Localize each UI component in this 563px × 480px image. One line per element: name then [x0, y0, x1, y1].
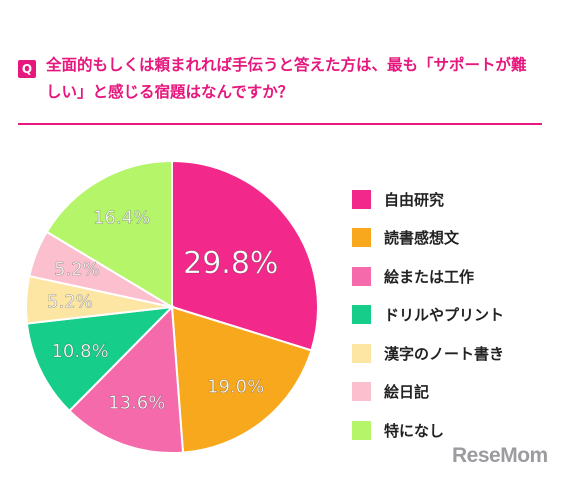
legend-label: 漢字のノート書き [384, 344, 505, 363]
slice-value-label-1: 29.8% [183, 246, 278, 281]
legend-label: 読書感想文 [384, 229, 460, 248]
question-badge: Q [18, 60, 36, 78]
legend-swatch [352, 189, 371, 209]
legend-item: 特になし [352, 411, 504, 450]
question-text: 全面的もしくは頼まれれば手伝うと答えた方は、最も「サポートが難しい」と感じる宿題… [46, 56, 527, 101]
pie-slice-2 [170, 305, 313, 454]
legend-item: 絵または工作 [352, 257, 504, 296]
legend-label: 絵日記 [384, 383, 430, 402]
slice-value-label-2: 19.0% [207, 376, 264, 397]
pie-slice-4 [25, 305, 175, 413]
legend-swatch [352, 305, 371, 325]
legend-swatch [352, 343, 371, 363]
slice-value-label-4: 10.8% [51, 341, 108, 362]
chart-legend: 自由研究読書感想文絵または工作ドリルやプリント 漢字のノート書き 絵日記特になし [352, 180, 504, 450]
legend-swatch [352, 420, 371, 440]
legend-swatch [352, 266, 371, 286]
pie-slice-3 [67, 304, 185, 454]
header-divider [18, 123, 542, 125]
legend-item: 絵日記 [352, 373, 504, 412]
pie-slice-1 [171, 159, 319, 352]
legend-item: 漢字のノート書き [352, 334, 504, 373]
legend-label: 絵または工作 [384, 267, 475, 286]
legend-label: 特になし [384, 421, 445, 440]
legend-label: ドリルやプリント [384, 306, 505, 325]
pie-slice-7 [45, 159, 173, 309]
legend-swatch [352, 228, 371, 248]
resemom-logo: ReseMom [452, 444, 548, 467]
slice-value-label-7: 16.4% [93, 208, 150, 229]
legend-label: 自由研究 [384, 190, 445, 209]
slice-value-label-6: 5.2% [54, 259, 100, 280]
legend-item: 自由研究 [352, 180, 504, 219]
legend-item: ドリルやプリント [352, 296, 504, 335]
legend-swatch [352, 382, 371, 402]
slice-value-label-5: 5.2% [47, 291, 93, 312]
slice-value-label-3: 13.6% [108, 392, 165, 413]
legend-item: 読書感想文 [352, 219, 504, 258]
